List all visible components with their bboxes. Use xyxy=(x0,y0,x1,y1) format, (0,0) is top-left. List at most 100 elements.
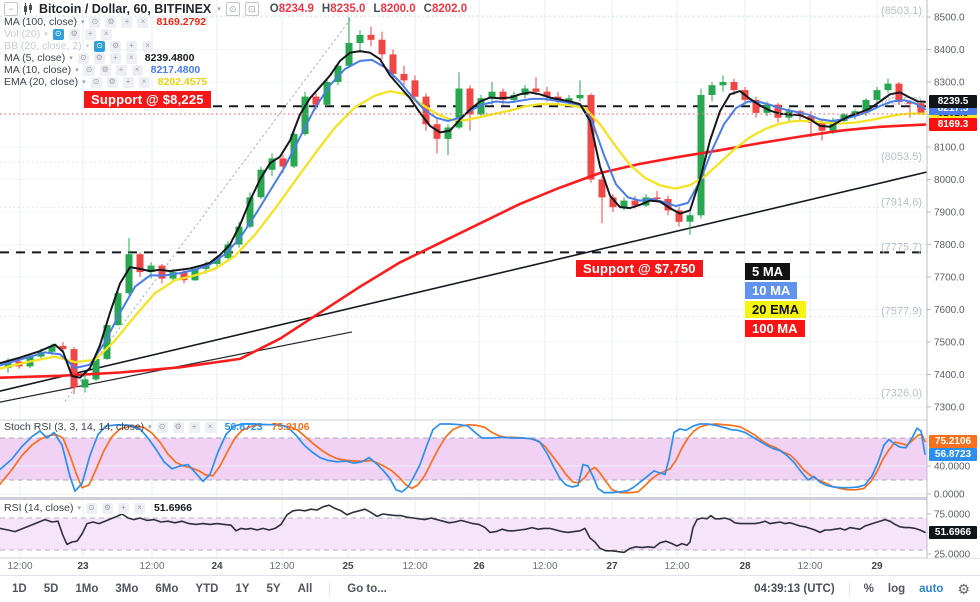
gear-icon[interactable]: ⚙ xyxy=(68,28,80,40)
ma-color-legend[interactable]: 5 MA 10 MA 20 EMA 100 MA xyxy=(745,263,806,339)
candle xyxy=(147,265,155,273)
svg-text:(8053.5): (8053.5) xyxy=(881,151,922,163)
candle xyxy=(158,265,166,279)
eye-icon[interactable]: ⊙ xyxy=(156,421,168,433)
candle xyxy=(532,88,540,92)
svg-text:40.0000: 40.0000 xyxy=(934,462,971,473)
range-6mo[interactable]: 6Mo xyxy=(155,583,179,595)
svg-text:8500.0: 8500.0 xyxy=(934,12,965,23)
support-7750-label[interactable]: Support @ $7,750 xyxy=(576,260,703,277)
close-icon[interactable]: × xyxy=(133,502,145,514)
svg-text:7600.0: 7600.0 xyxy=(934,305,965,316)
indicator-legend: MA (100, close) ▾ ⊙ ⚙ + × 8169.2792 Vol (20)… xyxy=(4,16,207,88)
range-1d[interactable]: 1D xyxy=(12,583,27,595)
eye-icon[interactable]: ⊙ xyxy=(90,76,102,88)
eye-icon[interactable]: ⊙ xyxy=(77,52,89,64)
gear-icon[interactable]: ⚙ xyxy=(99,64,111,76)
candle xyxy=(279,158,287,167)
go-to-button[interactable]: Go to... xyxy=(347,583,387,595)
chevron-down-icon[interactable]: ▾ xyxy=(82,79,86,86)
add-icon[interactable]: + xyxy=(84,28,96,40)
legend-row-ema20: EMA (20, close) ▾ ⊙ ⚙ + × 8202.4575 xyxy=(4,76,207,88)
candle xyxy=(543,91,551,97)
candle xyxy=(114,293,122,326)
range-5y[interactable]: 5Y xyxy=(266,583,281,595)
add-icon[interactable]: + xyxy=(126,40,138,52)
candle xyxy=(664,199,672,211)
symbol-title[interactable]: Bitcoin / Dollar, 60, BITFINEX xyxy=(39,2,212,16)
add-icon[interactable]: + xyxy=(109,52,121,64)
candle xyxy=(400,73,408,81)
gear-icon[interactable]: ⚙ xyxy=(106,76,118,88)
gear-icon[interactable]: ⚙ xyxy=(957,580,970,597)
percent-scale-button[interactable]: % xyxy=(863,583,874,595)
range-3mo[interactable]: 3Mo xyxy=(115,583,139,595)
add-icon[interactable]: + xyxy=(121,16,133,28)
rsi-panel-layer xyxy=(0,504,927,554)
range-ytd[interactable]: YTD xyxy=(195,583,219,595)
gear-icon[interactable]: ⚙ xyxy=(101,502,113,514)
candle xyxy=(576,95,584,99)
close-icon[interactable]: × xyxy=(100,28,112,40)
close-icon[interactable]: × xyxy=(138,76,150,88)
candle xyxy=(92,358,100,380)
gear-icon[interactable]: ⚙ xyxy=(105,16,117,28)
eye-icon[interactable]: ⊙ xyxy=(94,40,106,52)
close-value: 8202.0 xyxy=(431,3,468,15)
support-8225-label[interactable]: Support @ $8,225 xyxy=(84,91,211,108)
visibility-icon[interactable]: ⊙ xyxy=(225,2,240,16)
range-1y[interactable]: 1Y xyxy=(235,583,250,595)
stoch-panel-layer xyxy=(0,423,927,495)
auto-scale-button[interactable]: auto xyxy=(919,583,944,595)
svg-text:7700.0: 7700.0 xyxy=(934,272,965,283)
gear-icon[interactable]: ⚙ xyxy=(110,40,122,52)
close-icon[interactable]: × xyxy=(137,16,149,28)
gear-icon[interactable]: ⚙ xyxy=(172,421,184,433)
chevron-down-icon[interactable]: ▾ xyxy=(75,67,79,74)
eye-icon[interactable]: ⊙ xyxy=(83,64,95,76)
add-icon[interactable]: + xyxy=(115,64,127,76)
add-icon[interactable]: + xyxy=(117,502,129,514)
log-scale-button[interactable]: log xyxy=(887,583,906,595)
candle xyxy=(598,179,606,198)
chart-header: − Bitcoin / Dollar, 60, BITFINEX ▾ ⊙ ⊡ O… xyxy=(4,2,467,16)
chevron-down-icon[interactable]: ▾ xyxy=(217,6,221,13)
low-value: 8200.0 xyxy=(380,3,416,15)
range-5d[interactable]: 5D xyxy=(43,583,59,595)
utc-clock[interactable]: 04:39:13 (UTC) xyxy=(754,583,835,595)
close-icon[interactable]: × xyxy=(142,40,154,52)
candle xyxy=(730,82,738,91)
candle xyxy=(708,85,716,95)
candle xyxy=(499,91,507,100)
indicator-label: MA (5, close) xyxy=(4,52,66,64)
range-all[interactable]: All xyxy=(297,583,313,595)
candlestick-style-icon[interactable] xyxy=(23,3,34,15)
candle xyxy=(587,95,595,180)
eye-icon[interactable]: ⊙ xyxy=(85,502,97,514)
candle xyxy=(4,361,12,368)
chevron-down-icon[interactable]: ▾ xyxy=(69,55,73,62)
candle xyxy=(851,111,859,115)
add-icon[interactable]: + xyxy=(188,421,200,433)
rsi-title: RSI (14, close) xyxy=(4,502,74,514)
chevron-down-icon[interactable]: ▾ xyxy=(77,505,81,512)
chevron-down-icon[interactable]: ▾ xyxy=(148,424,152,431)
settings-square-icon[interactable]: ⊡ xyxy=(244,2,259,16)
svg-text:(7914.6): (7914.6) xyxy=(881,196,922,208)
close-icon[interactable]: × xyxy=(125,52,137,64)
close-icon[interactable]: × xyxy=(131,64,143,76)
ma-overlays-layer xyxy=(0,50,927,380)
chevron-down-icon[interactable]: ▾ xyxy=(80,19,85,26)
add-icon[interactable]: + xyxy=(122,76,134,88)
range-1mo[interactable]: 1Mo xyxy=(75,583,99,595)
candle xyxy=(59,345,67,350)
gear-icon[interactable]: ⚙ xyxy=(93,52,105,64)
svg-text:0.0000: 0.0000 xyxy=(934,490,965,501)
svg-text:(7775.7): (7775.7) xyxy=(881,241,922,253)
eye-icon[interactable]: ⊙ xyxy=(89,16,101,28)
chevron-down-icon[interactable]: ▾ xyxy=(44,31,48,38)
close-icon[interactable]: × xyxy=(204,421,216,433)
collapse-pane-icon[interactable]: − xyxy=(4,2,18,16)
eye-icon[interactable]: ⊙ xyxy=(52,28,64,40)
chevron-down-icon[interactable]: ▾ xyxy=(85,43,90,50)
